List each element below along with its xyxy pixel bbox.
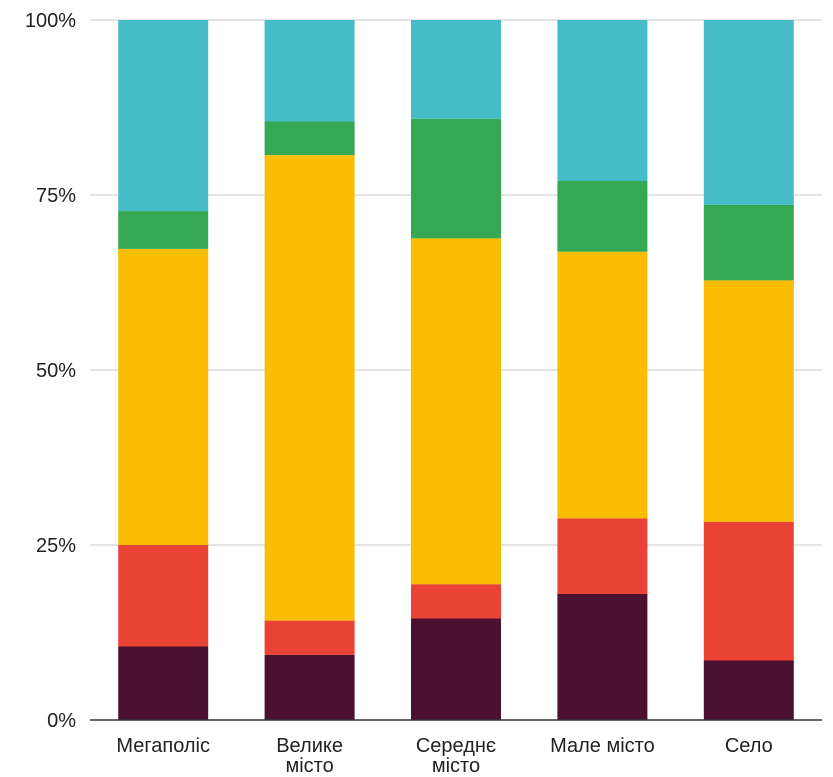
x-category-label-line: Велике xyxy=(276,735,343,757)
x-category-label-line: Мале місто xyxy=(550,735,655,757)
x-category-label: Велике місто xyxy=(276,735,343,777)
bar-segment xyxy=(703,280,794,522)
bar-segment xyxy=(557,594,648,720)
bar-segment xyxy=(411,618,501,720)
x-category-label-line: Мегаполіс xyxy=(116,735,210,757)
x-category-label: Мегаполіс xyxy=(116,735,210,757)
bar-segment xyxy=(703,20,794,205)
bars xyxy=(118,20,794,720)
bar-stack xyxy=(557,20,648,720)
bar-segment xyxy=(411,20,501,119)
bar-segment xyxy=(264,654,355,720)
x-category-label: Середнє місто xyxy=(416,735,496,777)
bar-stack xyxy=(411,20,501,720)
bar-segment xyxy=(264,155,355,621)
bar-segment xyxy=(411,238,501,585)
bar-stack xyxy=(703,20,794,720)
y-tick-label: 50% xyxy=(36,360,76,382)
x-category-label: Мале місто xyxy=(550,735,655,757)
bar-segment xyxy=(118,211,209,249)
x-category-label: Село xyxy=(725,735,773,757)
y-tick-label: 25% xyxy=(36,535,76,557)
bar-segment xyxy=(264,20,355,122)
x-category-label-line: Середнє xyxy=(416,735,496,757)
bar-segment xyxy=(118,646,209,720)
bar-stack xyxy=(118,20,209,720)
bar-stack xyxy=(264,20,355,720)
bar-segment xyxy=(703,521,794,661)
bar-segment xyxy=(118,545,209,647)
bar-segment xyxy=(557,181,648,252)
y-tick-label: 0% xyxy=(47,710,76,732)
bar-segment xyxy=(557,518,648,594)
y-tick-label: 100% xyxy=(25,10,76,32)
bar-segment xyxy=(411,584,501,619)
y-axis: 0% 25% 50% 75% 100% xyxy=(25,10,76,732)
x-category-label-line: місто xyxy=(285,755,333,777)
x-category-label-line: місто xyxy=(432,755,480,777)
bar-segment xyxy=(411,118,501,239)
bar-segment xyxy=(118,20,209,212)
x-category-label-line: Село xyxy=(725,735,773,757)
bar-segment xyxy=(703,204,794,281)
bar-segment xyxy=(264,620,355,655)
y-tick-label: 75% xyxy=(36,185,76,207)
bar-segment xyxy=(264,121,355,156)
bar-segment xyxy=(557,251,648,519)
bar-segment xyxy=(118,248,209,545)
bar-segment xyxy=(703,660,794,720)
bar-segment xyxy=(557,20,648,181)
